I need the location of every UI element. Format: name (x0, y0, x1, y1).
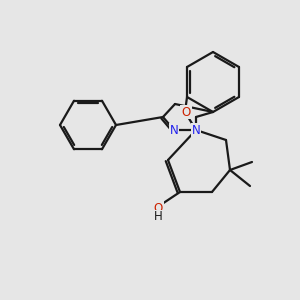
Text: O: O (153, 202, 163, 214)
Text: H: H (154, 211, 162, 224)
Text: N: N (192, 124, 200, 136)
Text: O: O (182, 106, 190, 118)
Text: N: N (169, 124, 178, 136)
